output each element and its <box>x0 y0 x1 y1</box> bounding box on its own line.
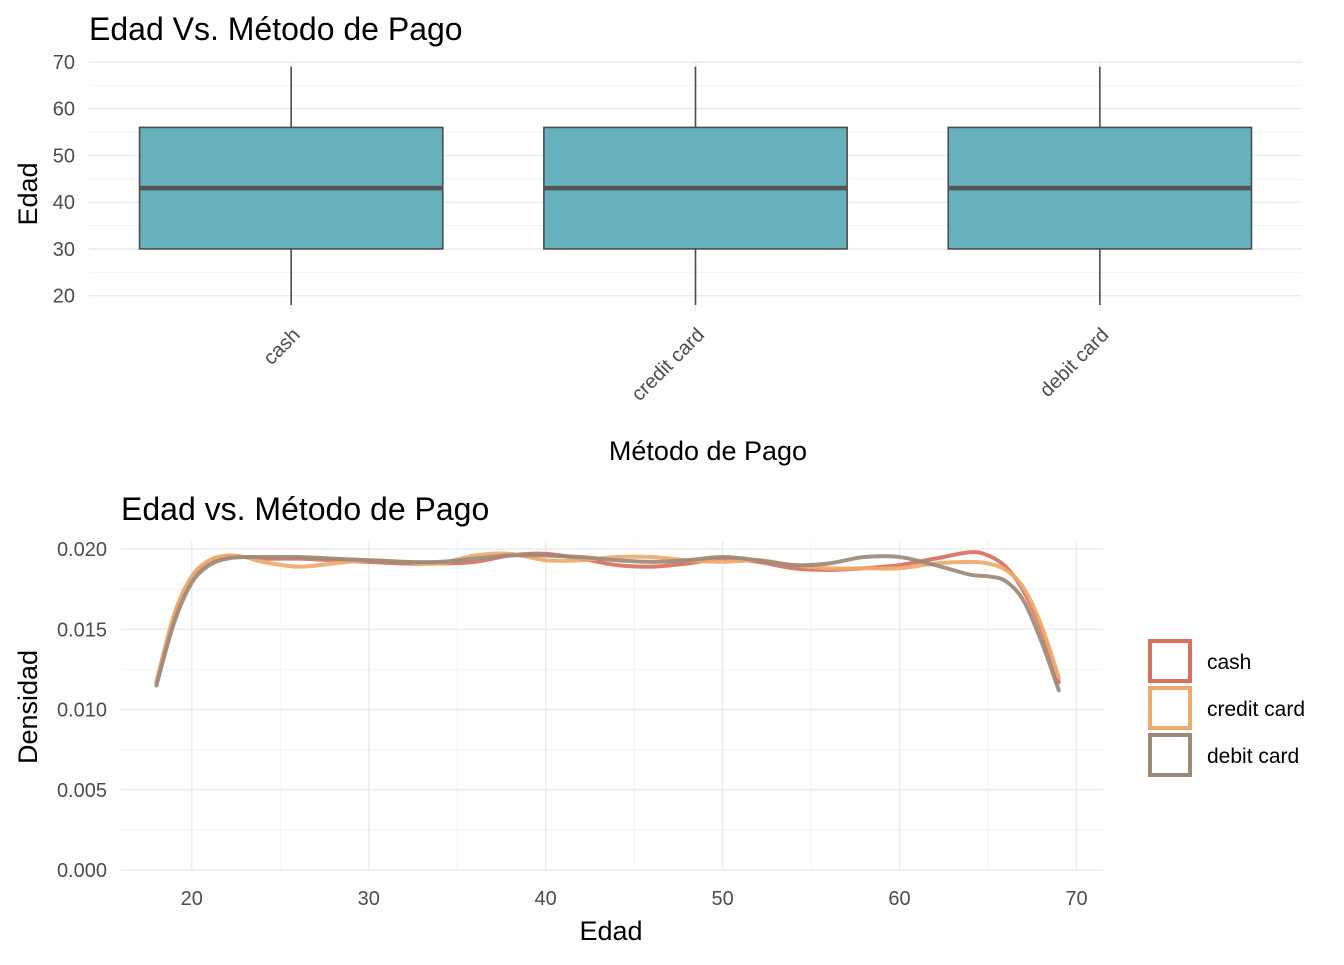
y-tick-label: 20 <box>53 286 75 308</box>
density-title: Edad vs. Método de Pago <box>121 491 489 527</box>
y-tick-label: 0.020 <box>57 539 107 561</box>
density-line-credit-card <box>154 551 1061 685</box>
y-tick-label: 0.005 <box>57 780 107 802</box>
density-y-ticks: 0.000 0.005 0.010 0.015 0.020 <box>57 539 107 882</box>
x-tick-label: credit card <box>627 324 709 406</box>
density-line-debit-card <box>154 553 1061 693</box>
legend-label: credit card <box>1207 698 1305 721</box>
x-tick-label: debit card <box>1036 324 1114 402</box>
y-tick-label: 40 <box>53 192 75 214</box>
x-tick-label: 50 <box>711 888 733 910</box>
boxplot-y-axis-title: Edad <box>13 162 43 225</box>
x-tick-label: 70 <box>1065 888 1087 910</box>
legend-key <box>1148 733 1192 777</box>
density-lines <box>154 550 1061 693</box>
density-grid <box>121 541 1103 871</box>
boxplot-panel: 20 30 40 50 60 70 cash credit card debit card E… <box>13 11 1302 466</box>
x-tick-label: 40 <box>535 888 557 910</box>
boxplot-x-axis-title: Método de Pago <box>609 436 807 466</box>
density-x-axis-title: Edad <box>579 916 642 946</box>
density-y-axis-title: Densidad <box>13 650 43 764</box>
legend-label: cash <box>1207 651 1251 674</box>
x-tick-label: 30 <box>358 888 380 910</box>
density-line-cash <box>154 550 1061 685</box>
boxplot-y-ticks: 20 30 40 50 60 70 <box>53 52 75 308</box>
density-x-ticks: 20 30 40 50 60 70 <box>181 888 1088 910</box>
y-tick-label: 0.015 <box>57 619 107 641</box>
y-tick-label: 60 <box>53 99 75 121</box>
density-panel: 0.000 0.005 0.010 0.015 0.020 20 30 40 50 60 70 c… <box>13 491 1305 946</box>
y-tick-label: 70 <box>53 52 75 74</box>
boxplot-boxes <box>138 66 1253 305</box>
y-tick-label: 30 <box>53 239 75 261</box>
legend-label: debit card <box>1207 745 1299 768</box>
density-legend: cash credit card debit card <box>1148 639 1305 777</box>
x-tick-label: cash <box>259 324 304 369</box>
y-tick-label: 0.010 <box>57 700 107 722</box>
boxplot-title: Edad Vs. Método de Pago <box>89 11 463 47</box>
y-tick-label: 0.000 <box>57 860 107 882</box>
x-tick-label: 20 <box>181 888 203 910</box>
y-tick-label: 50 <box>53 145 75 167</box>
legend-key <box>1148 639 1192 683</box>
legend-key <box>1148 686 1192 730</box>
boxplot-x-ticks: cash credit card debit card <box>259 324 1113 406</box>
x-tick-label: 60 <box>888 888 910 910</box>
